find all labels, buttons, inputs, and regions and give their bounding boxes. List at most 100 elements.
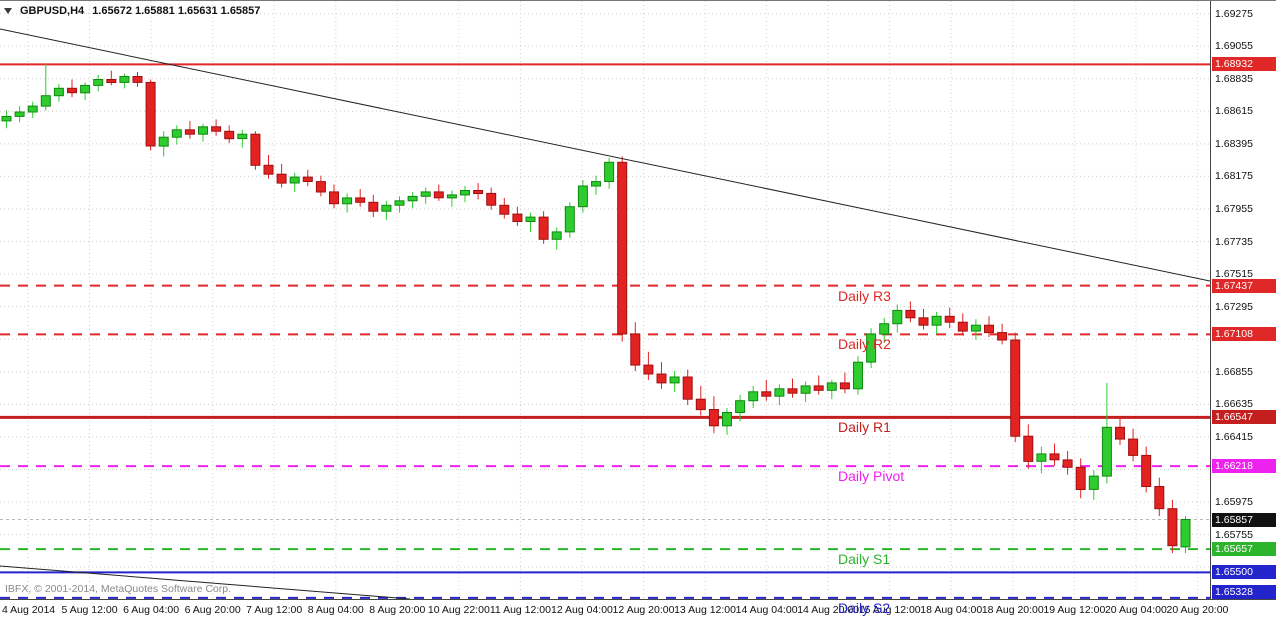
time-axis-label: 20 Aug 04:00 [1104, 604, 1167, 616]
candle [93, 79, 104, 86]
candle [970, 324, 981, 332]
candles-layer [1, 63, 1191, 554]
price-axis-label: 1.68835 [1215, 72, 1253, 85]
price-axis-label: 1.67515 [1215, 268, 1253, 281]
time-axis-label: 14 Aug 20:00 [797, 604, 860, 616]
price-axis-label: 1.65975 [1215, 496, 1253, 509]
time-axis-label: 12 Aug 04:00 [550, 604, 613, 616]
candle [577, 185, 588, 208]
price-axis-label: 1.68175 [1215, 170, 1253, 183]
candle [604, 161, 615, 183]
price-axis-label: 1.67735 [1215, 235, 1253, 248]
candle [748, 391, 759, 402]
price-level-badge: 1.65328 [1212, 585, 1276, 599]
trendline[interactable] [0, 565, 411, 599]
candle [1023, 435, 1034, 462]
price-axis-label: 1.69275 [1215, 7, 1253, 20]
candle [1154, 486, 1165, 510]
candle [656, 373, 667, 384]
trendlines-layer [0, 28, 1210, 599]
candle [695, 398, 706, 411]
candle [551, 231, 562, 240]
time-axis-label: 8 Aug 04:00 [307, 604, 364, 616]
ohlc-readout: 1.65672 1.65881 1.65631 1.65857 [92, 5, 261, 17]
time-axis-label: 15 Aug 12:00 [858, 604, 921, 616]
price-level-badge: 1.67437 [1212, 278, 1276, 293]
candle [460, 190, 470, 196]
candle [67, 87, 77, 94]
candle [276, 173, 287, 184]
candle [289, 176, 300, 184]
price-axis-label: 1.68615 [1215, 105, 1253, 118]
grid-layer [0, 1, 1210, 599]
price-axis[interactable]: 1.69275 1.69055 1.68835 1.68615 1.68395 1.681… [1210, 1, 1276, 599]
candle [80, 84, 91, 94]
chart-canvas[interactable] [0, 1, 1210, 599]
time-axis-label: 10 Aug 22:00 [427, 604, 490, 616]
candle [1049, 453, 1060, 461]
candle [1141, 454, 1152, 487]
candle [1036, 453, 1047, 462]
price-level-badge: 1.66547 [1212, 410, 1276, 425]
candle [1180, 519, 1191, 548]
candle [630, 333, 641, 366]
candle [787, 388, 798, 394]
candle [708, 409, 719, 427]
candle [14, 111, 25, 117]
candle [263, 164, 274, 175]
price-axis-label: 1.67955 [1215, 202, 1253, 215]
candle [997, 332, 1008, 341]
trendline[interactable] [0, 28, 1210, 282]
candle [106, 79, 117, 83]
candle [446, 194, 457, 199]
candle [918, 317, 929, 326]
price-axis-label: 1.65755 [1215, 528, 1253, 541]
candle [329, 191, 339, 205]
candle [735, 400, 746, 414]
candle [53, 87, 64, 97]
candle [591, 181, 601, 187]
candle [800, 385, 811, 394]
price-axis-label: 1.66415 [1215, 430, 1253, 443]
candle [315, 181, 326, 193]
candle [512, 213, 523, 223]
price-axis-label: 1.67295 [1215, 300, 1253, 313]
price-level-badge: 1.66218 [1212, 459, 1276, 474]
quote-arrow-icon[interactable] [4, 8, 12, 14]
candle [473, 190, 484, 194]
candle [866, 333, 877, 363]
candle [564, 206, 575, 233]
candle [184, 129, 195, 135]
candle [368, 201, 379, 212]
candle [158, 136, 169, 147]
symbol-header: GBPUSD,H4 1.65672 1.65881 1.65631 1.6585… [4, 5, 260, 17]
time-axis-label: 6 Aug 20:00 [184, 604, 241, 616]
price-axis-label: 1.68395 [1215, 137, 1253, 150]
candle [211, 126, 222, 132]
price-level-badge: 1.65657 [1212, 542, 1276, 557]
candle [617, 161, 628, 335]
copyright-text: IBFX, © 2001-2014, MetaQuotes Software C… [5, 583, 232, 595]
price-level-badge: 1.65500 [1212, 565, 1276, 580]
candle [1101, 426, 1112, 477]
time-axis-label: 7 Aug 12:00 [246, 604, 303, 616]
candle [145, 81, 156, 147]
price-level-badge: 1.68932 [1212, 57, 1276, 72]
time-axis[interactable]: 4 Aug 2014 5 Aug 12:00 6 Aug 04:00 6 Aug 20… [0, 599, 1276, 619]
candle [984, 324, 994, 334]
time-axis-label: 8 Aug 20:00 [369, 604, 426, 616]
candle [813, 385, 824, 391]
price-axis-label: 1.66855 [1215, 365, 1253, 378]
candle [394, 200, 405, 206]
candle [355, 197, 366, 203]
levels-layer [0, 63, 1210, 599]
candle [525, 216, 536, 223]
price-axis-label: 1.69055 [1215, 40, 1253, 53]
candle [381, 204, 392, 212]
candle [407, 195, 418, 202]
candle [499, 204, 510, 215]
candle [1128, 438, 1139, 456]
candle [40, 95, 51, 107]
candle [1075, 466, 1086, 490]
